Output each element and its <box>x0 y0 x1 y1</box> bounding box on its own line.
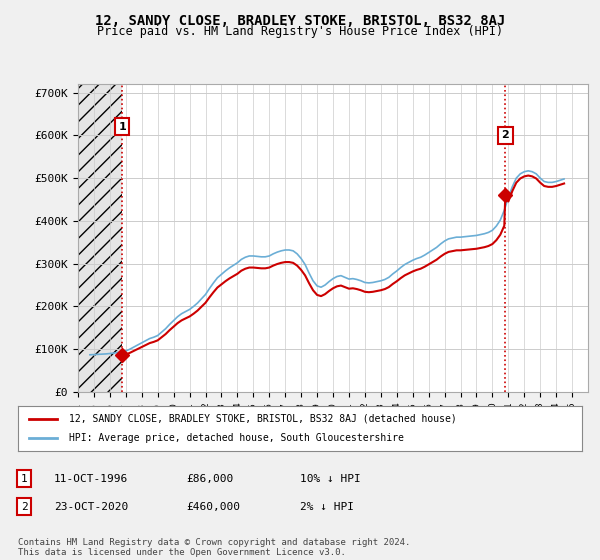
Text: 10% ↓ HPI: 10% ↓ HPI <box>300 474 361 484</box>
Text: 2: 2 <box>20 502 28 512</box>
Text: 11-OCT-1996: 11-OCT-1996 <box>54 474 128 484</box>
Text: Contains HM Land Registry data © Crown copyright and database right 2024.
This d: Contains HM Land Registry data © Crown c… <box>18 538 410 557</box>
Text: HPI: Average price, detached house, South Gloucestershire: HPI: Average price, detached house, Sout… <box>69 433 404 444</box>
Text: £460,000: £460,000 <box>186 502 240 512</box>
Text: 1: 1 <box>118 122 126 132</box>
Text: 1: 1 <box>20 474 28 484</box>
Text: Price paid vs. HM Land Registry's House Price Index (HPI): Price paid vs. HM Land Registry's House … <box>97 25 503 38</box>
Text: 23-OCT-2020: 23-OCT-2020 <box>54 502 128 512</box>
Text: £86,000: £86,000 <box>186 474 233 484</box>
Text: 12, SANDY CLOSE, BRADLEY STOKE, BRISTOL, BS32 8AJ: 12, SANDY CLOSE, BRADLEY STOKE, BRISTOL,… <box>95 14 505 28</box>
Text: 12, SANDY CLOSE, BRADLEY STOKE, BRISTOL, BS32 8AJ (detached house): 12, SANDY CLOSE, BRADLEY STOKE, BRISTOL,… <box>69 413 457 423</box>
Text: 2: 2 <box>502 130 509 141</box>
Text: 2% ↓ HPI: 2% ↓ HPI <box>300 502 354 512</box>
Bar <box>78 84 122 392</box>
